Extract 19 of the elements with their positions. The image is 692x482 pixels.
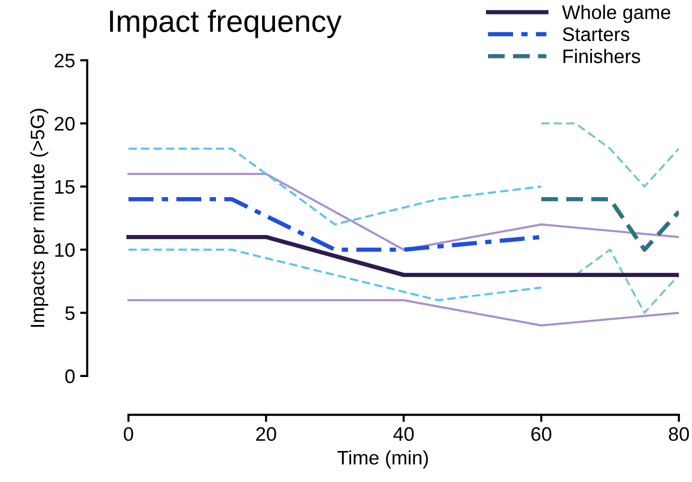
x-tick-label: 60 xyxy=(531,427,552,441)
x-tick-label: 20 xyxy=(256,427,276,441)
x-tick-label: 80 xyxy=(668,427,689,441)
y-tick-label: 15 xyxy=(55,180,75,194)
chart-title: Impact frequency xyxy=(110,10,342,38)
x-tick-label: 40 xyxy=(393,427,414,441)
legend-label: Finishers xyxy=(564,48,640,64)
legend-label: Starters xyxy=(562,27,630,42)
y-tick-label: 10 xyxy=(55,243,75,257)
line-series xyxy=(127,148,542,226)
x-tick-label: 0 xyxy=(124,427,134,441)
x-axis-title: Time (min) xyxy=(337,450,428,468)
y-tick-label: 25 xyxy=(54,54,75,68)
y-tick-label: 0 xyxy=(65,369,75,384)
y-tick-label: 20 xyxy=(54,116,75,131)
line-series xyxy=(127,172,679,251)
y-tick-label: 5 xyxy=(65,306,75,320)
legend-label: Whole game xyxy=(562,4,670,24)
y-axis-title: Impacts per minute (>5G) xyxy=(30,108,48,327)
